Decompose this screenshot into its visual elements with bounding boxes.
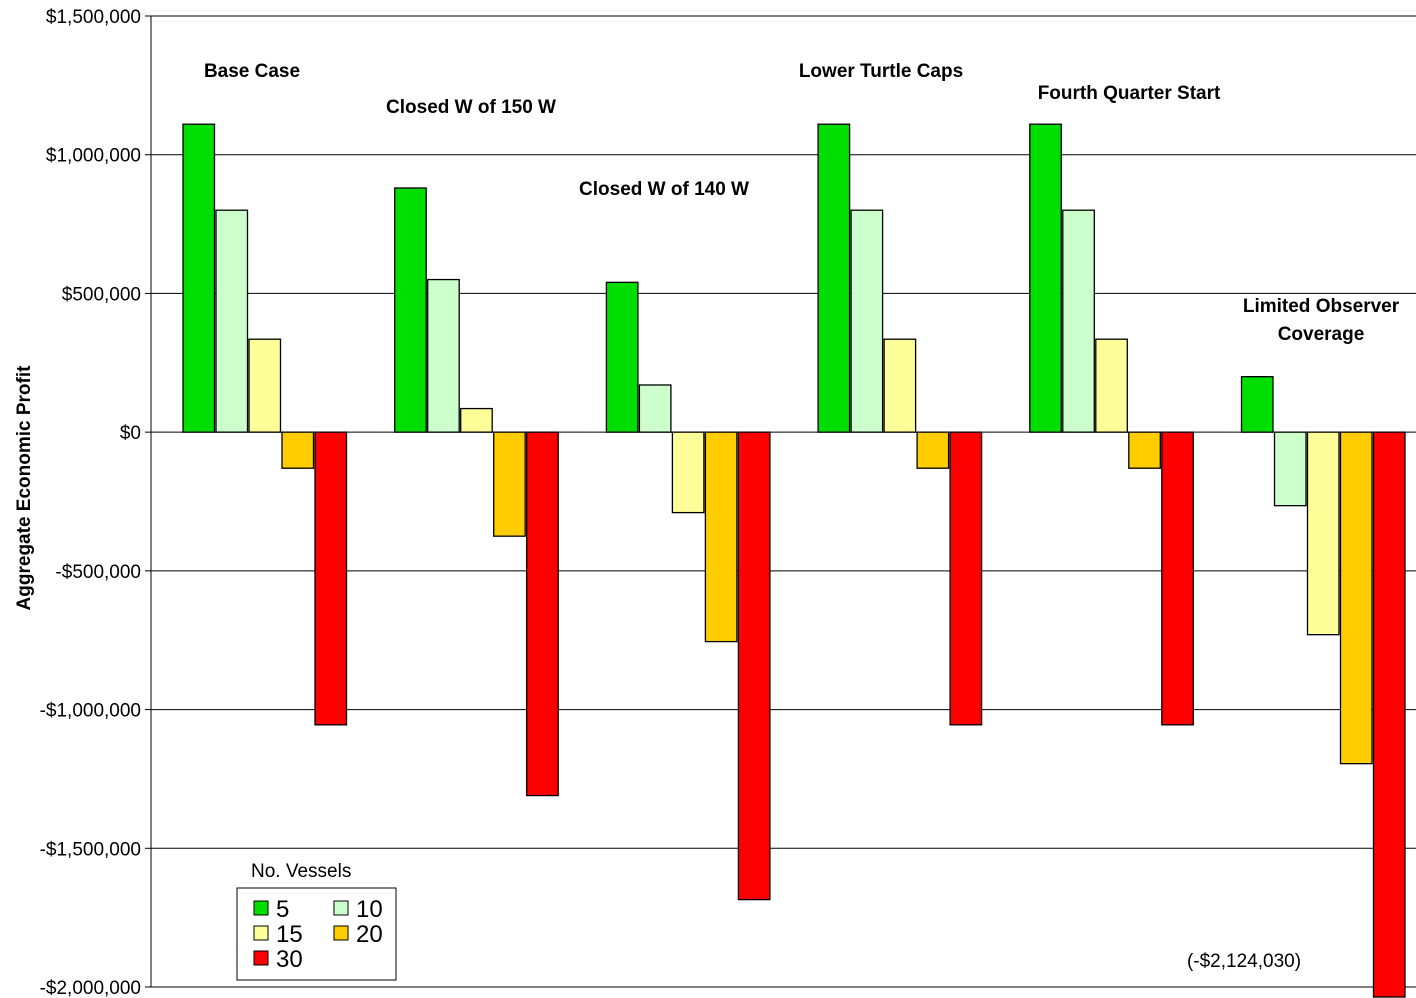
bar [1372, 431, 1406, 998]
bar [1128, 431, 1161, 469]
bar [671, 431, 705, 514]
bar [493, 431, 526, 537]
legend-label: 15 [276, 921, 303, 948]
bar [883, 338, 917, 433]
legend-label: 5 [276, 896, 289, 923]
bar [215, 209, 249, 433]
legend-label: 20 [356, 921, 383, 948]
group-label: Lower Turtle Caps [799, 61, 963, 82]
gridlines [151, 15, 1416, 988]
group-label: Base Case [204, 61, 300, 82]
bar [916, 431, 950, 469]
bar [1273, 431, 1307, 507]
bar [850, 209, 884, 433]
group-label: Closed W of 150 W [386, 97, 556, 118]
bar [1029, 123, 1062, 433]
bar [1306, 431, 1340, 636]
bar [638, 384, 672, 433]
y-tick-label: -$1,000,000 [40, 701, 141, 722]
bar [737, 431, 771, 901]
bar [427, 278, 460, 433]
bar [1240, 376, 1274, 433]
legend-swatch [253, 900, 269, 916]
bar [314, 431, 348, 726]
legend-swatch [333, 900, 349, 916]
bar [460, 407, 493, 433]
bar [1161, 431, 1194, 726]
bar [605, 281, 639, 433]
axes: $1,500,000 $1,000,000 $500,000 $0 -$500,000 -… [40, 7, 152, 998]
bar [394, 187, 427, 433]
legend-title: No. Vessels [251, 861, 351, 882]
group-label: Closed W of 140 W [579, 179, 749, 200]
legend-swatch [253, 925, 269, 941]
group-labels: Base Case Closed W of 150 W Closed W of 14… [204, 61, 1400, 345]
legend: No. Vessels 5 10 15 20 30 [236, 861, 397, 981]
y-tick-label: $1,000,000 [46, 146, 141, 167]
group-label: Fourth Quarter Start [1038, 83, 1221, 104]
bar [281, 431, 315, 469]
bar [704, 431, 738, 643]
bar [1062, 209, 1095, 433]
legend-label: 30 [276, 946, 303, 973]
bar [248, 338, 282, 433]
group-label: Coverage [1278, 324, 1365, 345]
bar [526, 431, 559, 797]
y-tick-label: -$2,000,000 [40, 978, 141, 998]
legend-swatch [333, 925, 349, 941]
bar [1095, 338, 1128, 433]
y-tick-label: $0 [120, 423, 141, 444]
legend-label: 10 [356, 896, 383, 923]
group-label: Limited Observer [1243, 296, 1400, 317]
y-tick-label: -$500,000 [55, 562, 141, 583]
bars [182, 123, 1406, 998]
y-tick-label: $1,500,000 [46, 7, 141, 28]
min-value-annotation: (-$2,124,030) [1187, 951, 1301, 972]
y-tick-label: $500,000 [62, 284, 141, 305]
y-tick-label: -$1,500,000 [40, 839, 141, 860]
bar [1339, 431, 1373, 765]
bar [182, 123, 216, 433]
y-axis-title: Aggregate Economic Profit [14, 365, 35, 611]
bar [949, 431, 983, 726]
legend-swatch [253, 950, 269, 966]
bar [817, 123, 851, 433]
